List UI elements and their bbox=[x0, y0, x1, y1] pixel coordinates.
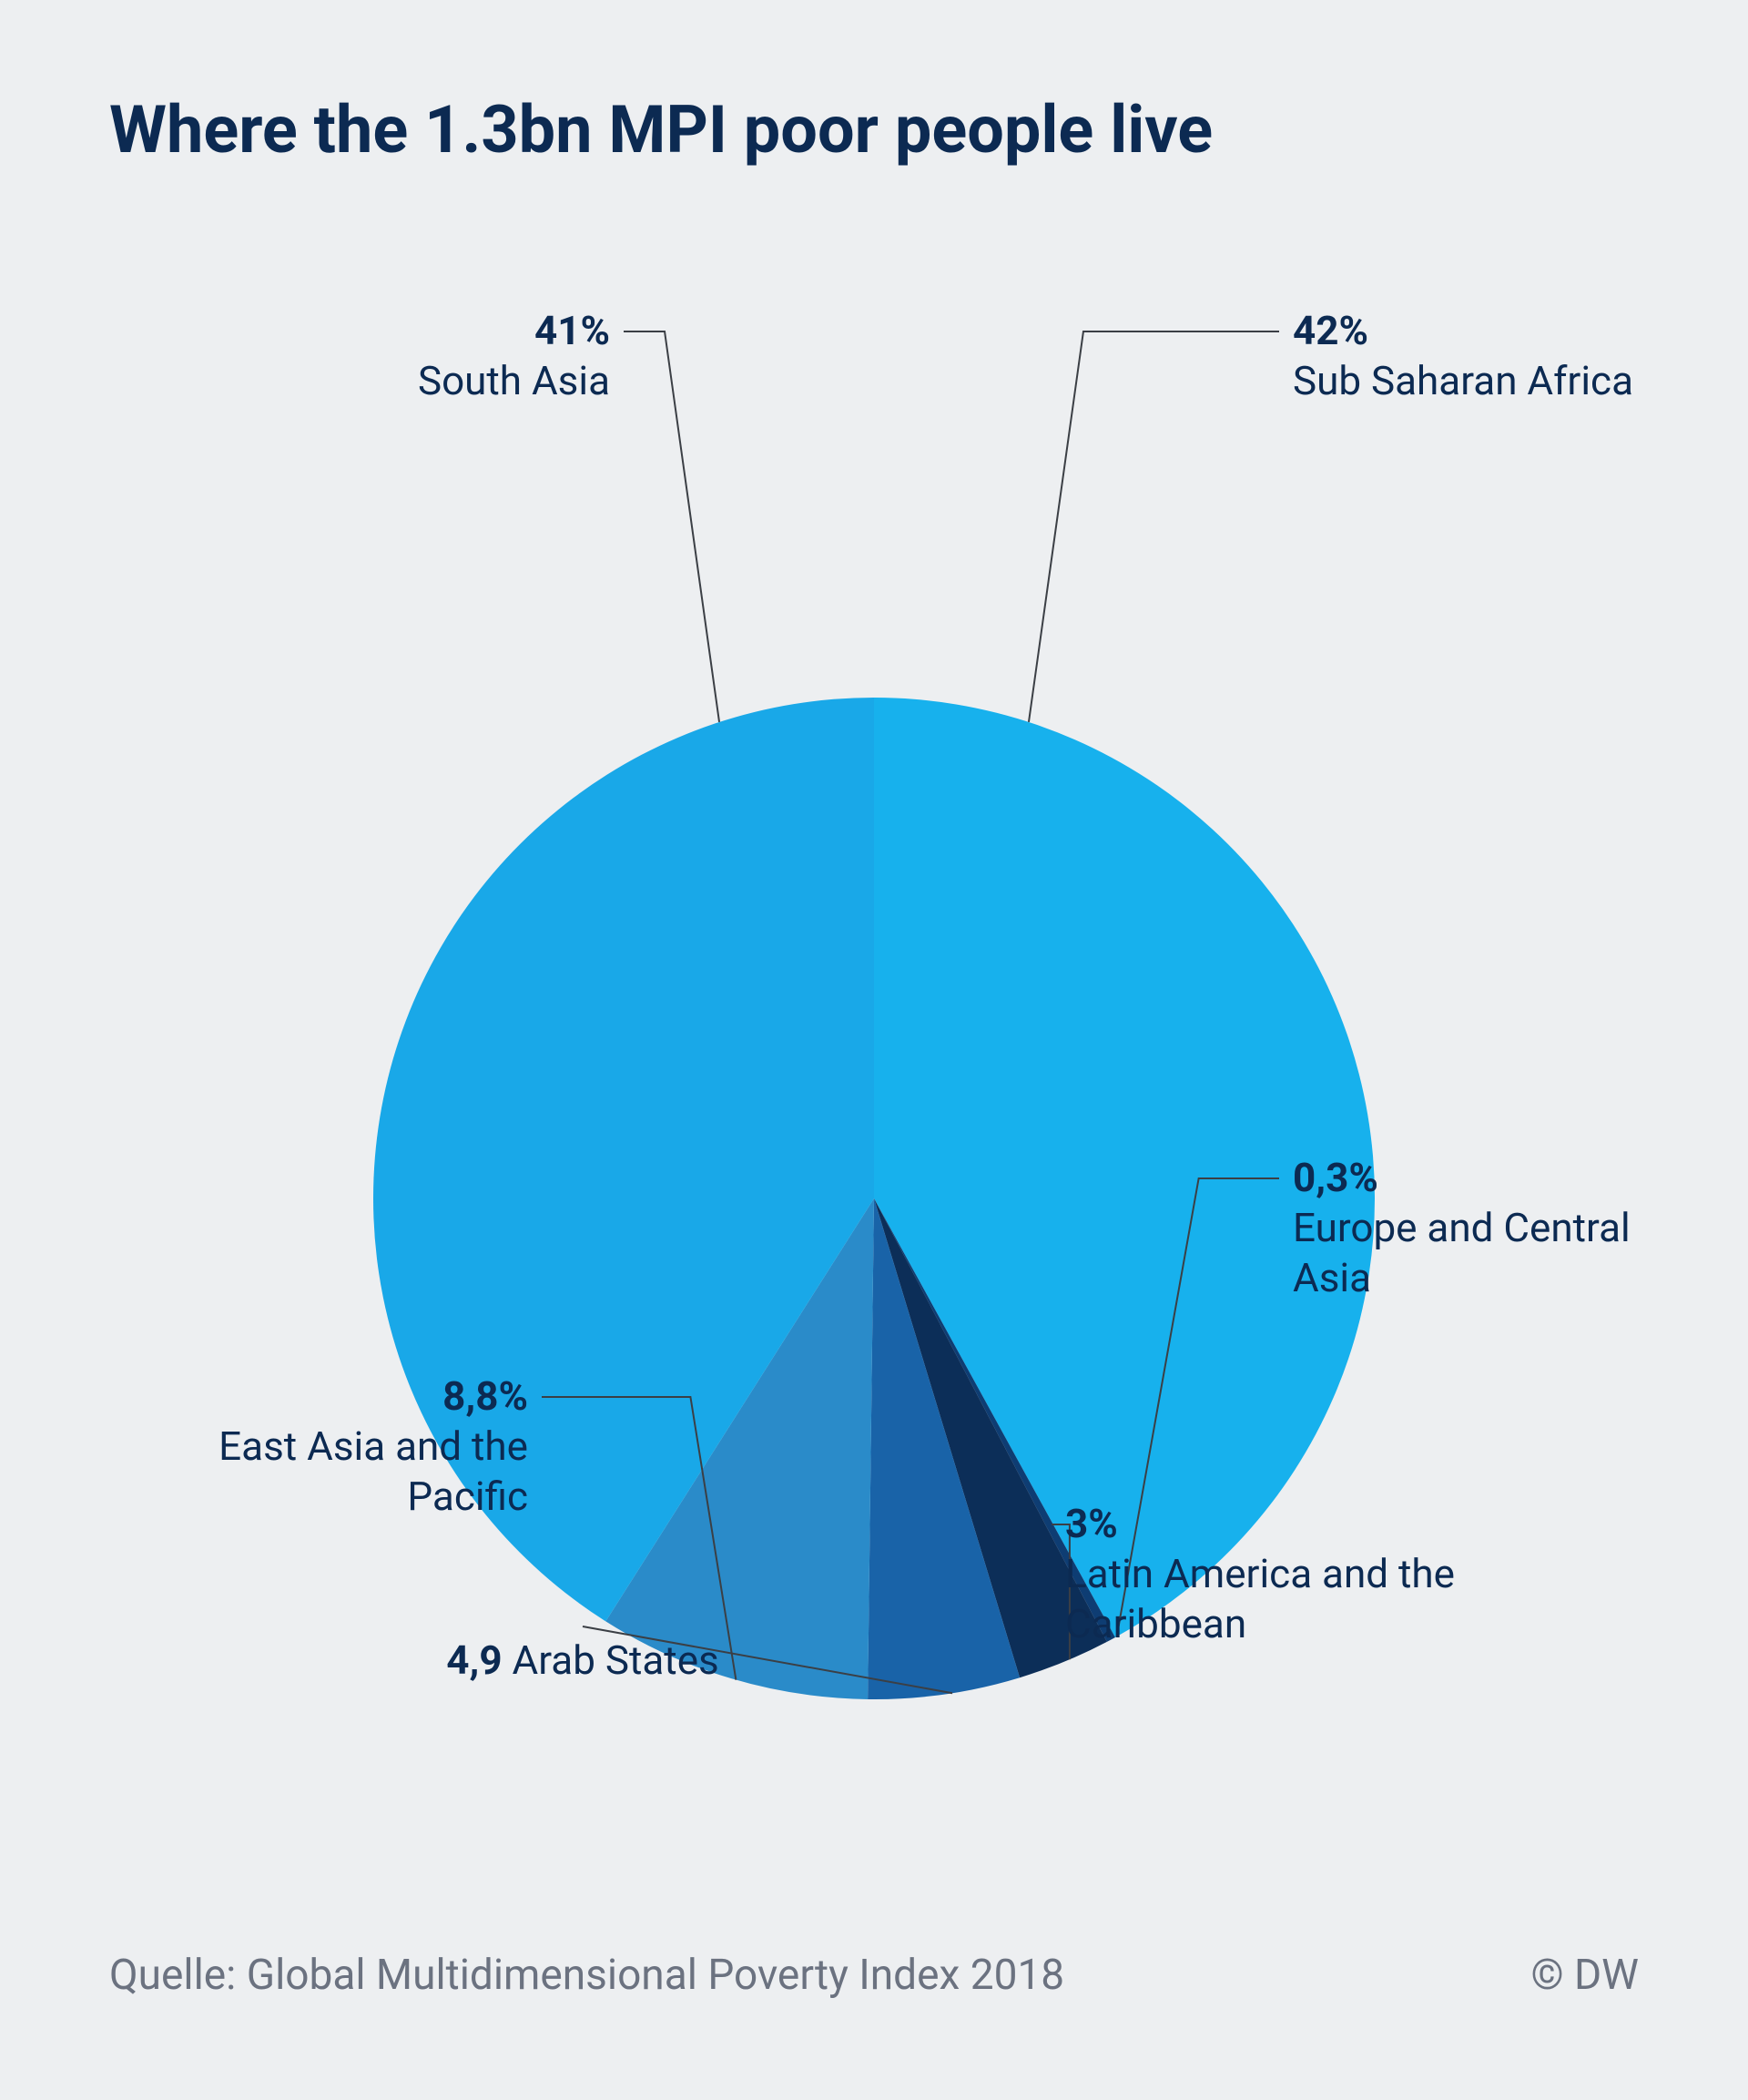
slice-label: 41%South Asia bbox=[246, 306, 610, 406]
slice-label: 4,9 Arab States bbox=[446, 1636, 718, 1686]
slice-label: 0,3%Europe and Central Asia bbox=[1293, 1153, 1639, 1303]
slice-name: Sub Saharan Africa bbox=[1293, 356, 1633, 406]
slice-name: South Asia bbox=[246, 356, 610, 406]
slice-label: 8,8%East Asia and the Pacific bbox=[164, 1371, 528, 1522]
slice-percent: 8,8% bbox=[164, 1371, 528, 1422]
source: Quelle: Global Multidimensional Poverty … bbox=[109, 1951, 1064, 2000]
footer: Quelle: Global Multidimensional Poverty … bbox=[109, 1951, 1639, 2000]
leader-line bbox=[1029, 331, 1279, 722]
slice-percent: 0,3% bbox=[1293, 1153, 1639, 1203]
leader-line bbox=[624, 331, 719, 722]
slice-name: Europe and Central Asia bbox=[1293, 1203, 1639, 1303]
slice-name: East Asia and the Pacific bbox=[164, 1422, 528, 1522]
slice-percent: 41% bbox=[246, 306, 610, 356]
infographic-container: Where the 1.3bn MPI poor people live 42%… bbox=[0, 0, 1748, 2100]
slice-label: 3%Latin America and the Caribbean bbox=[1065, 1499, 1639, 1649]
chart-area: 42%Sub Saharan Africa 0,3%Europe and Cent… bbox=[109, 224, 1639, 1772]
source-value: Global Multidimensional Poverty Index 20… bbox=[247, 1951, 1064, 2000]
chart-title: Where the 1.3bn MPI poor people live bbox=[109, 91, 1639, 169]
slice-name: 4,9 Arab States bbox=[446, 1636, 718, 1686]
slice-name: Latin America and the Caribbean bbox=[1065, 1549, 1639, 1649]
slice-percent: 3% bbox=[1065, 1499, 1639, 1549]
attribution: © DW bbox=[1530, 1951, 1639, 2000]
slice-label: 42%Sub Saharan Africa bbox=[1293, 306, 1633, 406]
source-label: Quelle: bbox=[109, 1951, 236, 2000]
slice-percent: 42% bbox=[1293, 306, 1633, 356]
